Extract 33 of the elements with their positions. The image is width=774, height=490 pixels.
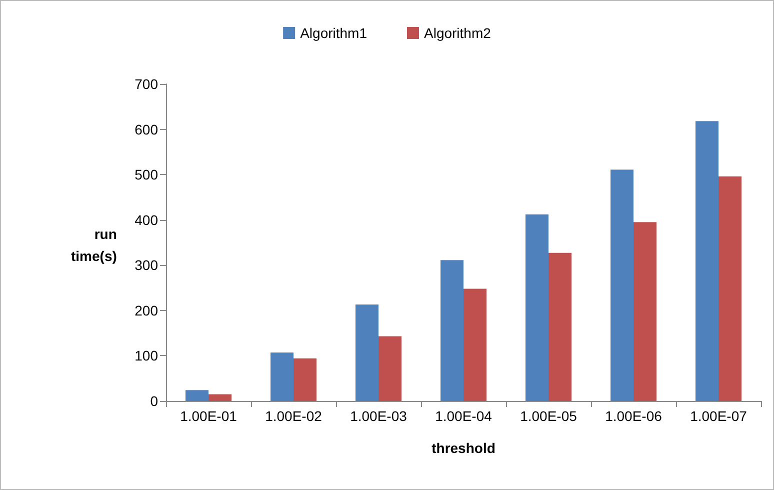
y-tick-label: 600 [134, 121, 158, 138]
x-tick-label: 1.00E-04 [435, 408, 492, 424]
y-tick-label: 200 [134, 302, 158, 318]
y-tick-label: 700 [134, 76, 158, 92]
x-axis-title: threshold [432, 440, 496, 456]
bar [378, 336, 402, 401]
legend-label: Algorithm1 [300, 25, 368, 41]
y-tick-label: 400 [134, 212, 158, 228]
x-tick-label: 1.00E-06 [605, 408, 662, 424]
bar [464, 288, 486, 401]
x-tick-label: 1.00E-03 [350, 408, 408, 424]
x-tick-label: 1.00E-01 [180, 408, 238, 424]
bar [294, 358, 316, 401]
bar [270, 352, 294, 401]
y-tick-label: 100 [134, 348, 158, 364]
bar [440, 260, 464, 401]
bar [356, 304, 378, 401]
x-tick-label: 1.00E-05 [520, 408, 578, 424]
bar [696, 121, 718, 401]
y-tick-label: 0 [150, 393, 158, 409]
bar [718, 176, 742, 401]
bar [208, 394, 232, 401]
x-tick-label: 1.00E-02 [265, 408, 322, 424]
bar [548, 252, 572, 401]
y-tick-label: 500 [134, 166, 158, 183]
legend-label: Algorithm2 [424, 25, 492, 41]
bar [634, 222, 656, 401]
y-axis-title: run time(s) [70, 226, 117, 264]
y-tick-label: 300 [134, 257, 158, 274]
bar [610, 170, 634, 401]
bar [186, 390, 208, 401]
x-tick-label: 1.00E-07 [690, 408, 748, 424]
bar [526, 214, 548, 401]
